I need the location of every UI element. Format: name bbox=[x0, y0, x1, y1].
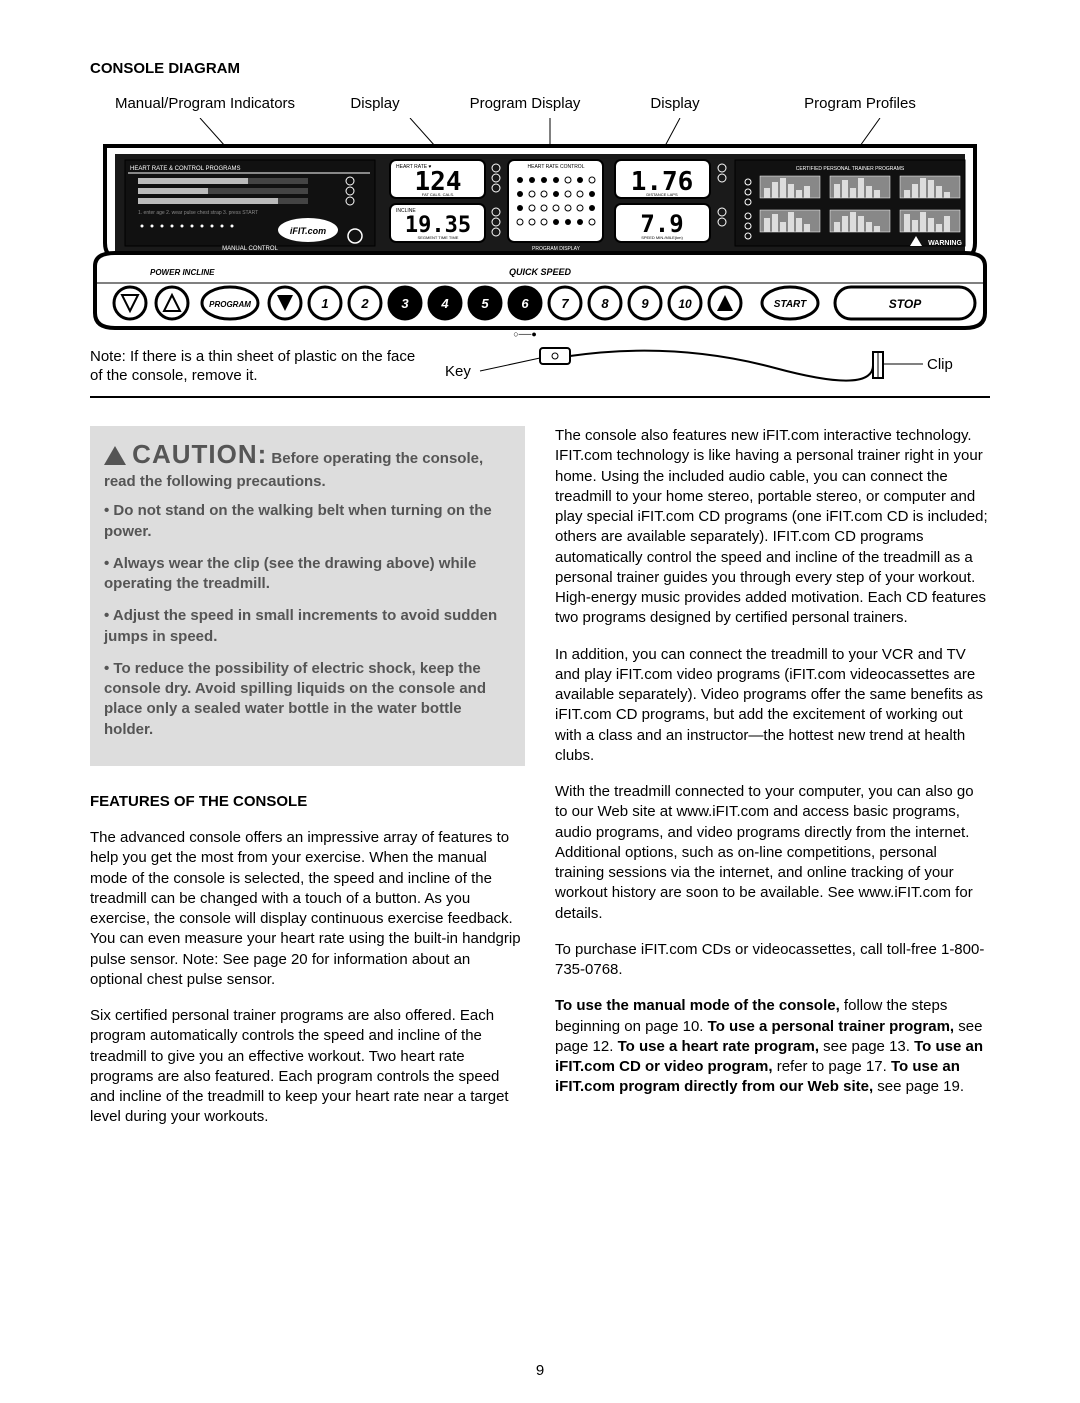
key-clip-diagram: Key Clip bbox=[420, 346, 990, 386]
svg-text:CERTIFIED PERSONAL TRAINER PRO: CERTIFIED PERSONAL TRAINER PROGRAMS bbox=[796, 166, 905, 172]
right-column: The console also features new iFIT.com i… bbox=[555, 426, 990, 1144]
display-distance: 1.76 DISTANCE LAPS bbox=[615, 160, 710, 198]
diagram-top-labels: Manual/Program Indicators Display Progra… bbox=[90, 95, 990, 112]
label-display-1: Display bbox=[310, 95, 440, 112]
svg-text:DISTANCE LAPS: DISTANCE LAPS bbox=[646, 192, 678, 197]
warning-triangle-icon bbox=[104, 446, 126, 465]
svg-text:POWER INCLINE: POWER INCLINE bbox=[150, 268, 215, 277]
program-button: PROGRAM bbox=[202, 287, 258, 319]
stop-button: STOP bbox=[835, 287, 975, 319]
ifit-logo: iFIT.com bbox=[290, 226, 326, 236]
console-note: Note: If there is a thin sheet of plasti… bbox=[90, 347, 420, 386]
svg-text:HEART RATE CONTROL: HEART RATE CONTROL bbox=[528, 164, 585, 170]
quick-speed-6: 6 bbox=[509, 287, 541, 319]
svg-text:9: 9 bbox=[641, 296, 649, 311]
key-label: Key bbox=[445, 363, 471, 380]
quick-speed-9: 9 bbox=[629, 287, 661, 319]
console-diagram: Manual/Program Indicators Display Progra… bbox=[90, 95, 990, 398]
body-paragraph: With the treadmill connected to your com… bbox=[555, 782, 990, 924]
svg-text:QUICK SPEED: QUICK SPEED bbox=[509, 267, 572, 277]
caution-heading: CAUTION: Before operating the console, r… bbox=[104, 438, 511, 491]
svg-text:SEGMENT TIME TIME: SEGMENT TIME TIME bbox=[418, 235, 459, 240]
svg-text:6: 6 bbox=[521, 296, 529, 311]
svg-text:1: 1 bbox=[321, 296, 328, 311]
svg-text:10: 10 bbox=[678, 297, 692, 311]
caution-word: CAUTION: bbox=[132, 439, 267, 469]
svg-text:2: 2 bbox=[360, 296, 369, 311]
svg-text:START: START bbox=[774, 299, 807, 310]
svg-text:3: 3 bbox=[401, 296, 409, 311]
display-heart-rate: HEART RATE ♥ 124 FAT CALS. CALS. bbox=[390, 160, 485, 198]
hr-programs-label: HEART RATE & CONTROL PROGRAMS bbox=[130, 166, 240, 172]
svg-text:4: 4 bbox=[440, 296, 449, 311]
svg-text:FAT CALS. CALS.: FAT CALS. CALS. bbox=[422, 192, 454, 197]
display-speed: 7.9 SPEED MIN./MILE(km) bbox=[615, 204, 710, 242]
quick-speed-8: 8 bbox=[589, 287, 621, 319]
label-manual-program: Manual/Program Indicators bbox=[90, 95, 310, 112]
speed-down-button bbox=[269, 287, 301, 319]
svg-text:STOP: STOP bbox=[889, 297, 922, 311]
quick-speed-4: 4 bbox=[429, 287, 461, 319]
body-paragraph-mixed: To use the manual mode of the console, f… bbox=[555, 996, 990, 1097]
quick-speed-7: 7 bbox=[549, 287, 581, 319]
svg-text:8: 8 bbox=[601, 296, 609, 311]
program-display-matrix: HEART RATE CONTROL PROGRAM DISPLAY 1/4 M… bbox=[508, 160, 603, 257]
display-incline: INCLINE 19.35 SEGMENT TIME TIME bbox=[390, 204, 485, 242]
quick-speed-5: 5 bbox=[469, 287, 501, 319]
svg-text:7: 7 bbox=[561, 296, 569, 311]
body-paragraph: The advanced console offers an impressiv… bbox=[90, 828, 525, 990]
label-program-profiles: Program Profiles bbox=[740, 95, 990, 112]
body-paragraph: To purchase iFIT.com CDs or videocassett… bbox=[555, 940, 990, 981]
svg-text:5: 5 bbox=[481, 296, 489, 311]
caution-box: CAUTION: Before operating the console, r… bbox=[90, 426, 525, 766]
svg-text:PROGRAM: PROGRAM bbox=[209, 300, 251, 309]
left-column: CAUTION: Before operating the console, r… bbox=[90, 426, 525, 1144]
features-title: FEATURES OF THE CONSOLE bbox=[90, 792, 525, 812]
svg-text:SPEED MIN./MILE(km): SPEED MIN./MILE(km) bbox=[641, 235, 683, 240]
clip-label: Clip bbox=[927, 356, 953, 373]
caution-item: Adjust the speed in small increments to … bbox=[104, 606, 511, 647]
quick-speed-3: 3 bbox=[389, 287, 421, 319]
speed-up-button bbox=[709, 287, 741, 319]
caution-item: Do not stand on the walking belt when tu… bbox=[104, 501, 511, 542]
svg-text:1. enter age 2. wear pulse ch: 1. enter age 2. wear pulse chest strap 3… bbox=[138, 210, 258, 216]
quick-speed-10: 10 bbox=[669, 287, 701, 319]
caution-item: To reduce the possibility of electric sh… bbox=[104, 659, 511, 740]
section-title: CONSOLE DIAGRAM bbox=[90, 60, 990, 77]
body-paragraph: Six certified personal trainer programs … bbox=[90, 1006, 525, 1128]
quick-speed-2: 2 bbox=[349, 287, 381, 319]
caution-item: Always wear the clip (see the drawing ab… bbox=[104, 554, 511, 595]
svg-text:○──●: ○──● bbox=[513, 329, 537, 338]
start-button: START bbox=[762, 287, 818, 319]
page-number: 9 bbox=[0, 1362, 1080, 1379]
body-paragraph: In addition, you can connect the treadmi… bbox=[555, 645, 990, 767]
body-paragraph: The console also features new iFIT.com i… bbox=[555, 426, 990, 629]
caution-list: Do not stand on the walking belt when tu… bbox=[104, 501, 511, 740]
incline-down-button bbox=[114, 287, 146, 319]
label-display-2: Display bbox=[610, 95, 740, 112]
incline-up-button bbox=[156, 287, 188, 319]
quick-speed-1: 1 bbox=[309, 287, 341, 319]
svg-text:WARNING: WARNING bbox=[928, 240, 962, 247]
console-svg: HEART RATE & CONTROL PROGRAMS 1. enter a… bbox=[90, 118, 990, 338]
svg-text:7.9: 7.9 bbox=[640, 210, 683, 238]
label-program-display: Program Display bbox=[440, 95, 610, 112]
